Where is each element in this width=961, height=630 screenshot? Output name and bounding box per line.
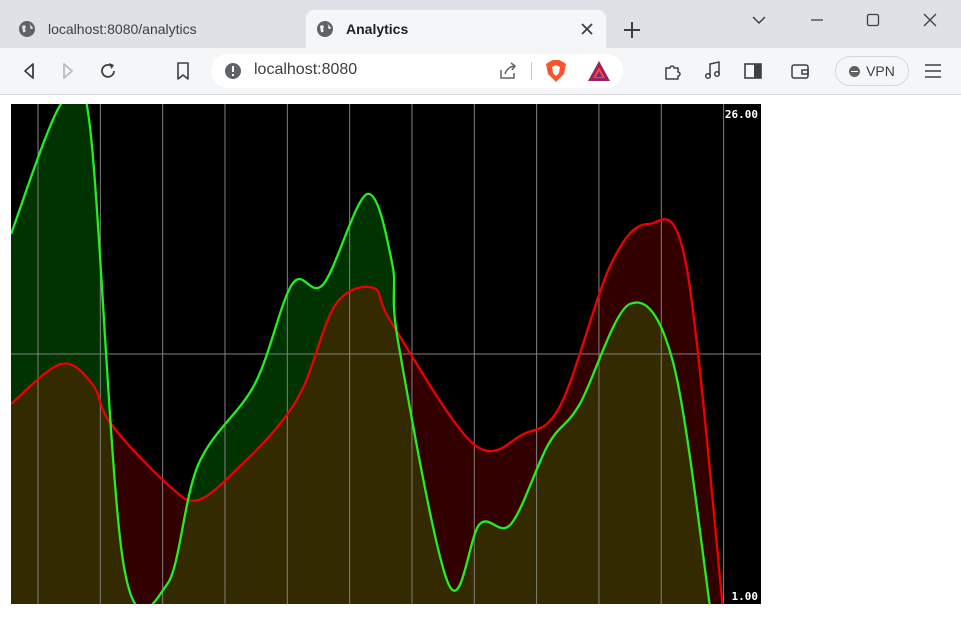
brave-shields-icon[interactable] xyxy=(545,59,567,83)
tab-title: Analytics xyxy=(346,21,409,37)
menu-icon[interactable] xyxy=(921,59,945,83)
brave-rewards-icon[interactable] xyxy=(587,60,611,82)
sidebar-icon[interactable] xyxy=(741,59,765,83)
site-info-icon[interactable] xyxy=(224,62,242,80)
close-tab-button[interactable] xyxy=(578,20,596,38)
vpn-button[interactable]: VPN xyxy=(835,56,909,86)
address-text[interactable]: localhost:8080 xyxy=(254,61,358,78)
close-icon xyxy=(581,23,593,35)
maximize-button[interactable] xyxy=(861,8,885,32)
close-window-button[interactable] xyxy=(918,8,942,32)
analytics-chart: 26.00 1.00 xyxy=(11,104,761,604)
back-button[interactable] xyxy=(17,59,41,83)
tab-strip: localhost:8080/analytics Analytics xyxy=(0,0,961,48)
y-axis-max-label: 26.00 xyxy=(724,108,758,121)
tab-search-chevron-icon[interactable] xyxy=(747,8,771,32)
overlap-area xyxy=(11,219,711,604)
vpn-status-icon xyxy=(849,65,861,77)
reload-button[interactable] xyxy=(96,59,120,83)
extensions-icon[interactable] xyxy=(661,59,685,83)
minimize-button[interactable] xyxy=(805,8,829,32)
red-series-line xyxy=(11,218,724,604)
vpn-label: VPN xyxy=(866,63,895,79)
tab-analytics[interactable]: Analytics xyxy=(306,10,606,48)
wallet-icon[interactable] xyxy=(788,59,812,83)
green-series-line xyxy=(11,104,711,604)
share-icon[interactable] xyxy=(498,61,518,81)
divider xyxy=(531,62,532,80)
y-axis-min-label: 1.00 xyxy=(731,590,759,603)
tab-analytics-url[interactable]: localhost:8080/analytics xyxy=(8,10,298,48)
new-tab-button[interactable] xyxy=(620,18,644,42)
bookmark-button[interactable] xyxy=(171,59,195,83)
globe-icon xyxy=(317,21,333,37)
forward-button[interactable] xyxy=(56,59,80,83)
globe-icon xyxy=(19,21,35,37)
media-music-icon[interactable] xyxy=(701,59,725,83)
chart-grid xyxy=(11,104,761,604)
browser-toolbar: localhost:8080 VPN xyxy=(0,48,961,95)
chart-canvas xyxy=(11,104,761,604)
address-bar[interactable]: localhost:8080 xyxy=(211,54,623,88)
tab-title: localhost:8080/analytics xyxy=(48,21,197,37)
